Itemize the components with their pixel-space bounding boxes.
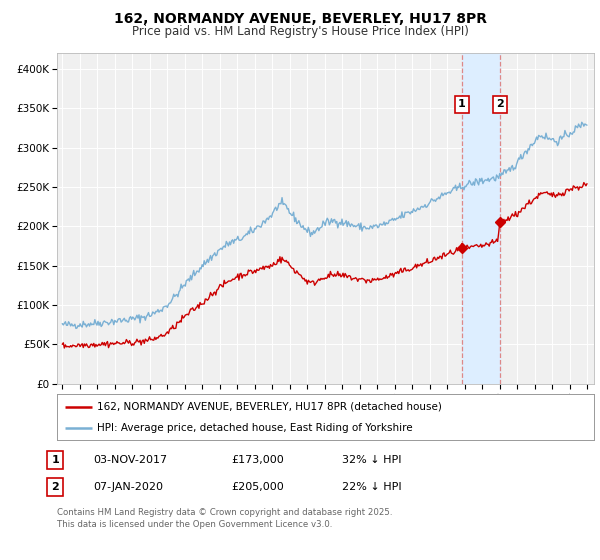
Text: 03-NOV-2017: 03-NOV-2017 (93, 455, 167, 465)
Text: HPI: Average price, detached house, East Riding of Yorkshire: HPI: Average price, detached house, East… (97, 423, 413, 433)
Text: 1: 1 (458, 100, 466, 109)
Text: £173,000: £173,000 (231, 455, 284, 465)
Text: Contains HM Land Registry data © Crown copyright and database right 2025.
This d: Contains HM Land Registry data © Crown c… (57, 508, 392, 529)
Text: 07-JAN-2020: 07-JAN-2020 (93, 482, 163, 492)
Text: 1: 1 (52, 455, 59, 465)
Text: 2: 2 (52, 482, 59, 492)
Text: 2: 2 (496, 100, 504, 109)
Text: £205,000: £205,000 (231, 482, 284, 492)
Text: 162, NORMANDY AVENUE, BEVERLEY, HU17 8PR: 162, NORMANDY AVENUE, BEVERLEY, HU17 8PR (113, 12, 487, 26)
Text: 22% ↓ HPI: 22% ↓ HPI (342, 482, 401, 492)
Text: 162, NORMANDY AVENUE, BEVERLEY, HU17 8PR (detached house): 162, NORMANDY AVENUE, BEVERLEY, HU17 8PR… (97, 402, 442, 412)
Text: 32% ↓ HPI: 32% ↓ HPI (342, 455, 401, 465)
Bar (462, 53, 500, 384)
Text: Price paid vs. HM Land Registry's House Price Index (HPI): Price paid vs. HM Land Registry's House … (131, 25, 469, 38)
